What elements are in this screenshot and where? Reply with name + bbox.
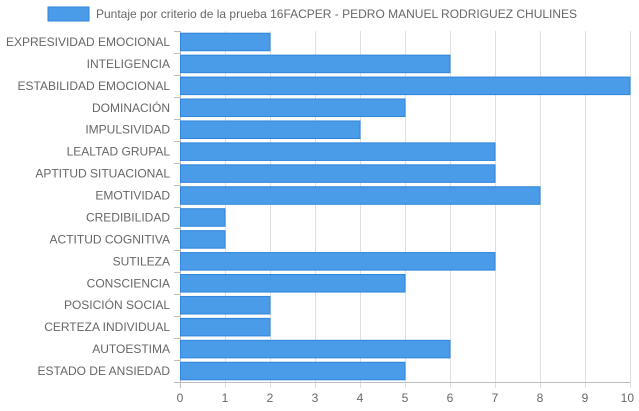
category-label: INTELIGENCIA	[87, 57, 170, 71]
x-tick-label: 3	[312, 391, 319, 405]
legend-swatch	[47, 6, 90, 22]
category-label: POSICIÓN SOCIAL	[64, 297, 170, 312]
bar-10[interactable]	[180, 252, 496, 271]
x-tick-label: 6	[447, 391, 454, 405]
bar-3[interactable]	[180, 98, 406, 118]
x-tick-label: 1	[222, 391, 229, 405]
category-label: SUTILEZA	[113, 254, 170, 268]
category-label: CERTEZA INDIVIDUAL	[44, 320, 170, 334]
x-tick-label: 0	[177, 391, 184, 405]
bar-2[interactable]	[180, 76, 631, 96]
legend[interactable]: Puntaje por criterio de la prueba 16FACP…	[47, 6, 577, 22]
bar-11[interactable]	[180, 274, 406, 293]
x-tick-label: 4	[357, 391, 364, 405]
bar-1[interactable]	[180, 54, 451, 74]
bar-14[interactable]	[180, 339, 451, 359]
bar-12[interactable]	[180, 295, 271, 315]
x-axis-tick-labels: 0 1 2 3 4 5 6 7 8 9 10	[177, 391, 635, 405]
bar-9[interactable]	[180, 230, 226, 249]
bar-13[interactable]	[180, 317, 271, 337]
category-label: CONSCIENCIA	[87, 276, 170, 290]
bar-6[interactable]	[180, 164, 496, 183]
x-tick-label: 8	[537, 391, 544, 405]
x-tick-label: 7	[492, 391, 499, 405]
bar-15[interactable]	[180, 361, 406, 381]
bar-8[interactable]	[180, 208, 226, 227]
bar-5[interactable]	[180, 142, 496, 161]
category-label: DOMINACIÓN	[92, 100, 170, 115]
category-label: LEALTAD GRUPAL	[67, 145, 171, 159]
category-label: ACTITUD COGNITIVA	[50, 232, 170, 246]
category-label: AUTOESTIMA	[92, 342, 170, 356]
category-label: CREDIBILIDAD	[86, 210, 170, 224]
category-label: EMOTIVIDAD	[95, 189, 170, 203]
category-label: APTITUD SITUACIONAL	[35, 167, 170, 181]
category-label: ESTADO DE ANSIEDAD	[38, 364, 171, 378]
x-tick-label: 9	[582, 391, 589, 405]
bar-0[interactable]	[180, 32, 271, 52]
x-tick-label: 2	[267, 391, 274, 405]
category-label: IMPULSIVIDAD	[85, 123, 170, 137]
x-tick-label: 10	[621, 391, 635, 405]
category-label: EXPRESIVIDAD EMOCIONAL	[6, 35, 170, 49]
legend-label: Puntaje por criterio de la prueba 16FACP…	[96, 7, 577, 21]
x-tick-label: 5	[402, 391, 409, 405]
category-labels: EXPRESIVIDAD EMOCIONAL INTELIGENCIA ESTABI…	[6, 35, 170, 378]
bar-7[interactable]	[180, 186, 541, 205]
bar-4[interactable]	[180, 120, 361, 139]
category-label: ESTABILIDAD EMOCIONAL	[18, 79, 171, 93]
bars	[180, 32, 631, 381]
